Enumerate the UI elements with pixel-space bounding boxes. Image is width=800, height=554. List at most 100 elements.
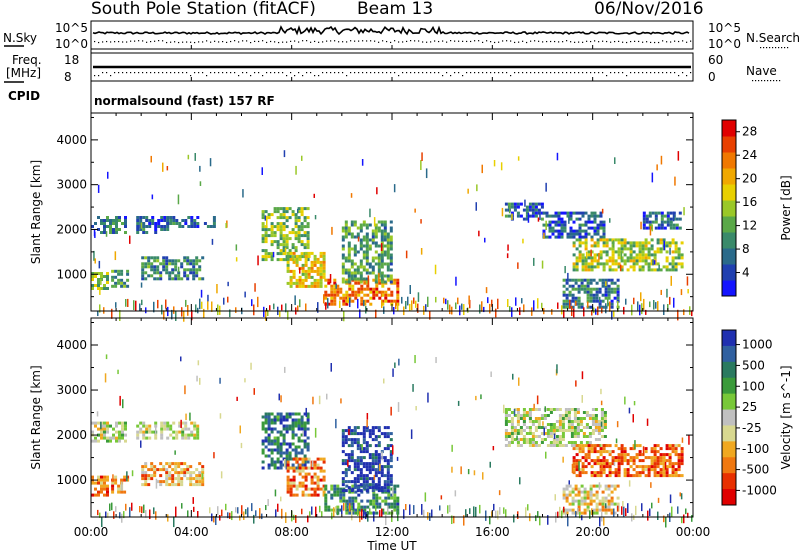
echo-cell: [261, 216, 265, 220]
echo-cell: [147, 256, 151, 260]
echo-cell: [174, 468, 178, 472]
echo-cell: [356, 459, 360, 463]
echo-cell: [303, 243, 307, 247]
echo-cell: [604, 508, 608, 512]
nave-dot: [146, 72, 148, 74]
nave-dot: [170, 72, 172, 74]
echo-cell: [572, 229, 576, 233]
echo-cell: [362, 268, 366, 272]
echo-cell: [374, 456, 378, 460]
echo-cell: [144, 256, 148, 260]
echo-cell: [294, 424, 298, 428]
echo-cell: [659, 462, 663, 466]
echo-cell: [333, 278, 337, 282]
echo-cell: [578, 450, 582, 454]
echo-cell: [136, 231, 140, 234]
nave-legend-dot: [776, 80, 778, 82]
echo-cell: [641, 244, 645, 248]
nsearch-dot: [386, 40, 388, 43]
echo-cell: [301, 475, 305, 479]
echo-cell: [620, 450, 624, 454]
echo-cell: [578, 229, 582, 233]
echo-cell: [344, 259, 348, 263]
echo-cell: [166, 436, 170, 440]
echo-cell: [117, 484, 121, 488]
echo-cell: [310, 478, 314, 482]
echo-cell: [141, 468, 145, 472]
echo-cell: [590, 259, 594, 263]
echo-cell: [396, 502, 400, 506]
echo-cell: [126, 475, 130, 479]
echo-cell: [341, 262, 345, 266]
echo-cell: [584, 259, 588, 263]
echo-cell: [525, 441, 529, 444]
echo-cell: [148, 219, 152, 222]
echo-cell: [601, 508, 605, 512]
echo-cell: [386, 465, 390, 469]
sparse-cell: [297, 208, 299, 214]
echo-cell: [644, 238, 648, 242]
echo-cell: [377, 435, 381, 439]
echo-cell: [632, 262, 636, 266]
echo-cell: [372, 496, 376, 500]
echo-cell: [103, 484, 106, 488]
sparse-cell: [94, 231, 96, 238]
echo-cell: [313, 260, 317, 264]
echo-cell: [671, 250, 675, 254]
echo-cell: [654, 214, 658, 218]
echo-cell: [344, 232, 348, 236]
echo-cell: [656, 474, 660, 478]
echo-cell: [393, 499, 397, 503]
echo-cell: [383, 432, 387, 436]
echo-cell: [522, 417, 526, 420]
echo-cell: [365, 223, 369, 227]
nsearch-dot: [114, 41, 116, 43]
echo-cell: [589, 493, 593, 497]
echo-cell: [159, 474, 163, 478]
sparse-cell: [274, 489, 277, 497]
nave-dot: [318, 75, 320, 77]
echo-cell: [313, 481, 317, 485]
echo-cell: [601, 299, 605, 303]
echo-cell: [569, 214, 573, 218]
echo-cell: [261, 442, 265, 446]
echo-cell: [115, 421, 118, 425]
sparse-cell: [366, 419, 368, 428]
echo-cell: [389, 277, 393, 281]
echo-cell: [575, 211, 579, 215]
echo-cell: [564, 414, 568, 417]
echo-cell: [632, 250, 636, 254]
echo-cell: [333, 281, 337, 285]
echo-cell: [531, 438, 535, 441]
echo-cell: [117, 272, 121, 276]
echo-cell: [291, 231, 295, 235]
echo-cell: [319, 260, 323, 264]
echo-cell: [342, 493, 346, 497]
echo-cell: [319, 251, 323, 255]
noise-cell: [647, 510, 649, 521]
echo-cell: [310, 281, 314, 285]
echo-cell: [537, 408, 541, 411]
echo-cell: [519, 429, 523, 432]
echo-cell: [100, 490, 103, 494]
freq-tick-top: 18: [64, 53, 80, 67]
echo-cell: [368, 477, 372, 481]
echo-cell: [91, 272, 94, 275]
echo-cell: [396, 299, 400, 303]
sparse-cell: [519, 477, 521, 485]
echo-cell: [209, 225, 213, 228]
noise-cell: [567, 516, 569, 527]
echo-cell: [121, 424, 124, 428]
noise-cell: [677, 309, 679, 321]
echo-cell: [542, 223, 546, 227]
velocity-colorbar-label: -1000: [742, 483, 777, 497]
echo-cell: [186, 471, 190, 475]
echo-cell: [632, 244, 636, 248]
echo-cell: [641, 250, 645, 254]
echo-cell: [677, 256, 681, 260]
nave-dot: [550, 72, 552, 74]
echo-cell: [635, 471, 639, 475]
echo-cell: [604, 293, 608, 297]
noise-cell: [173, 306, 175, 314]
noise-cell: [481, 301, 483, 312]
